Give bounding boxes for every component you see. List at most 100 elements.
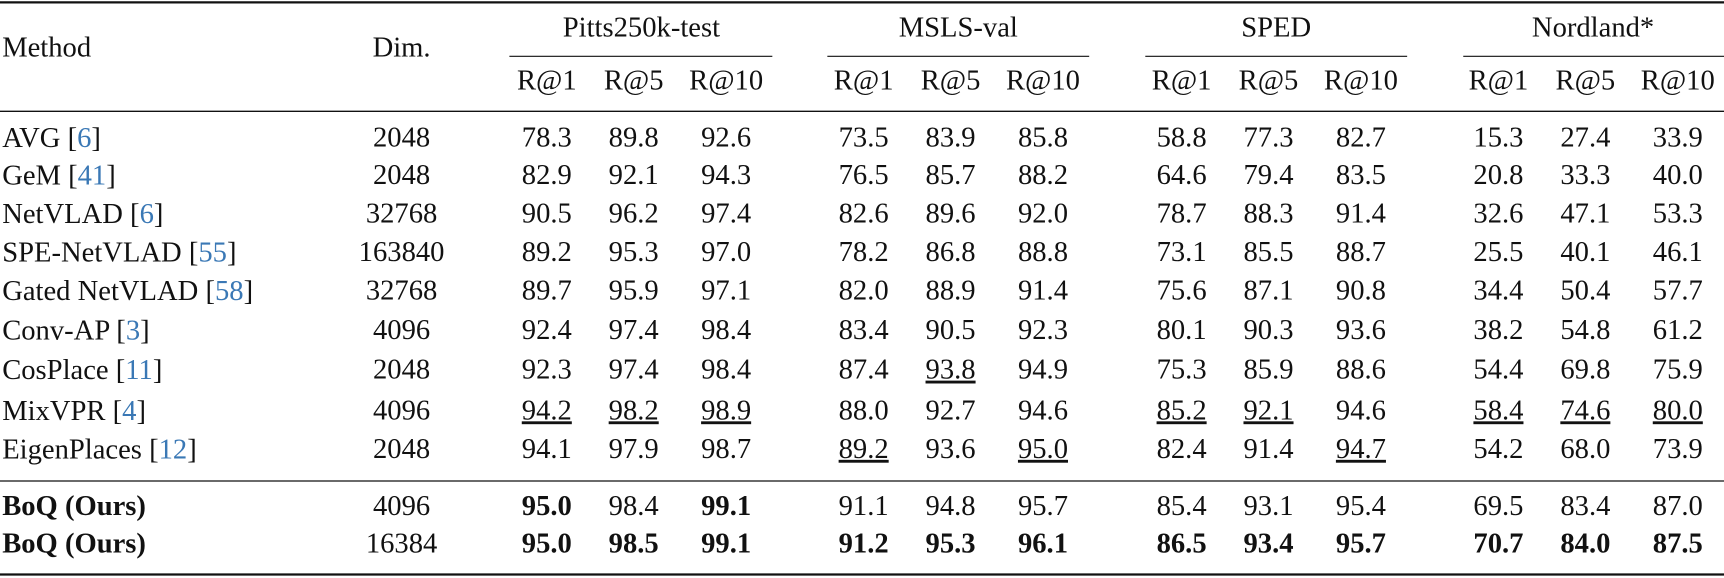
value-cell: 89.7 <box>522 275 572 306</box>
value-cell: 94.2 <box>522 395 572 426</box>
value-cell: 88.6 <box>1336 355 1386 386</box>
value-cell: 80.1 <box>1157 315 1207 346</box>
value-cell: 89.8 <box>609 122 659 153</box>
group-header: Pitts250k-test <box>563 12 720 43</box>
method-name: Conv-AP [3] <box>2 315 149 346</box>
value-cell: 94.6 <box>1336 395 1386 426</box>
value-cell: 83.4 <box>839 315 889 346</box>
value-cell: 27.4 <box>1560 122 1610 153</box>
value-cell: 95.4 <box>1336 491 1386 522</box>
value-cell: 97.4 <box>609 315 659 346</box>
group-header: SPED <box>1241 12 1311 43</box>
value-cell: 69.5 <box>1473 491 1523 522</box>
value-cell: 89.2 <box>522 237 572 268</box>
value-cell: 85.4 <box>1157 491 1207 522</box>
value-cell: 58.8 <box>1157 122 1207 153</box>
value-cell: 58.4 <box>1473 395 1523 426</box>
group-header: MSLS-val <box>899 12 1018 43</box>
value-cell: 97.9 <box>609 434 659 465</box>
value-cell: 93.1 <box>1243 491 1293 522</box>
value-cell: 33.9 <box>1653 122 1703 153</box>
dim-cell: 32768 <box>366 275 437 306</box>
metric-header: R@1 <box>517 65 577 96</box>
method-name: GeM [41] <box>2 160 116 191</box>
method-name: MixVPR [4] <box>2 395 146 426</box>
metric-header: R@10 <box>689 65 763 96</box>
value-cell: 95.3 <box>926 528 976 559</box>
value-cell: 87.5 <box>1653 528 1703 559</box>
value-cell: 86.5 <box>1157 528 1207 559</box>
value-cell: 78.3 <box>522 122 572 153</box>
value-cell: 57.7 <box>1653 275 1703 306</box>
value-cell: 25.5 <box>1473 237 1523 268</box>
value-cell: 98.4 <box>701 355 751 386</box>
value-cell: 87.0 <box>1653 491 1703 522</box>
value-cell: 64.6 <box>1157 160 1207 191</box>
metric-header: R@5 <box>1556 65 1616 96</box>
value-cell: 82.9 <box>522 160 572 191</box>
value-cell: 78.2 <box>839 237 889 268</box>
value-cell: 93.6 <box>926 434 976 465</box>
value-cell: 85.2 <box>1157 395 1207 426</box>
value-cell: 98.2 <box>609 395 659 426</box>
value-cell: 91.4 <box>1018 275 1068 306</box>
value-cell: 91.2 <box>839 528 889 559</box>
value-cell: 95.0 <box>522 528 572 559</box>
metric-header: R@1 <box>1152 65 1212 96</box>
value-cell: 92.4 <box>522 315 572 346</box>
metric-header: R@1 <box>1469 65 1529 96</box>
metric-header: R@10 <box>1641 65 1715 96</box>
value-cell: 88.9 <box>926 275 976 306</box>
value-cell: 92.3 <box>1018 315 1068 346</box>
metric-header: R@5 <box>604 65 664 96</box>
value-cell: 33.3 <box>1560 160 1610 191</box>
method-name: SPE-NetVLAD [55] <box>2 237 236 268</box>
value-cell: 69.8 <box>1560 355 1610 386</box>
method-name: AVG [6] <box>2 122 101 153</box>
value-cell: 74.6 <box>1560 395 1610 426</box>
dim-cell: 16384 <box>366 528 437 559</box>
value-cell: 53.3 <box>1653 198 1703 229</box>
metric-header: R@10 <box>1006 65 1080 96</box>
value-cell: 93.4 <box>1243 528 1293 559</box>
dim-cell: 2048 <box>373 160 430 191</box>
value-cell: 97.0 <box>701 237 751 268</box>
dim-cell: 2048 <box>373 122 430 153</box>
value-cell: 88.8 <box>1018 237 1068 268</box>
value-cell: 87.4 <box>839 355 889 386</box>
value-cell: 95.0 <box>522 491 572 522</box>
value-cell: 99.1 <box>701 528 751 559</box>
value-cell: 94.3 <box>701 160 751 191</box>
value-cell: 75.3 <box>1157 355 1207 386</box>
value-cell: 94.9 <box>1018 355 1068 386</box>
value-cell: 91.4 <box>1243 434 1293 465</box>
value-cell: 78.7 <box>1157 198 1207 229</box>
value-cell: 85.9 <box>1243 355 1293 386</box>
value-cell: 61.2 <box>1653 315 1703 346</box>
value-cell: 54.8 <box>1560 315 1610 346</box>
value-cell: 83.4 <box>1560 491 1610 522</box>
value-cell: 90.5 <box>522 198 572 229</box>
value-cell: 20.8 <box>1473 160 1523 191</box>
value-cell: 96.1 <box>1018 528 1068 559</box>
value-cell: 86.8 <box>926 237 976 268</box>
value-cell: 88.2 <box>1018 160 1068 191</box>
method-name: BoQ (Ours) <box>2 491 146 522</box>
value-cell: 54.2 <box>1473 434 1523 465</box>
method-name: Gated NetVLAD [58] <box>2 275 253 306</box>
value-cell: 73.5 <box>839 122 889 153</box>
value-cell: 94.7 <box>1336 434 1386 465</box>
value-cell: 91.4 <box>1336 198 1386 229</box>
metric-header: R@5 <box>1239 65 1299 96</box>
value-cell: 92.3 <box>522 355 572 386</box>
value-cell: 73.9 <box>1653 434 1703 465</box>
value-cell: 98.7 <box>701 434 751 465</box>
value-cell: 50.4 <box>1560 275 1610 306</box>
value-cell: 83.5 <box>1336 160 1386 191</box>
dim-cell: 4096 <box>373 491 430 522</box>
method-header: Method <box>2 32 91 63</box>
value-cell: 34.4 <box>1473 275 1523 306</box>
value-cell: 85.8 <box>1018 122 1068 153</box>
method-name: EigenPlaces [12] <box>2 434 197 465</box>
value-cell: 90.8 <box>1336 275 1386 306</box>
